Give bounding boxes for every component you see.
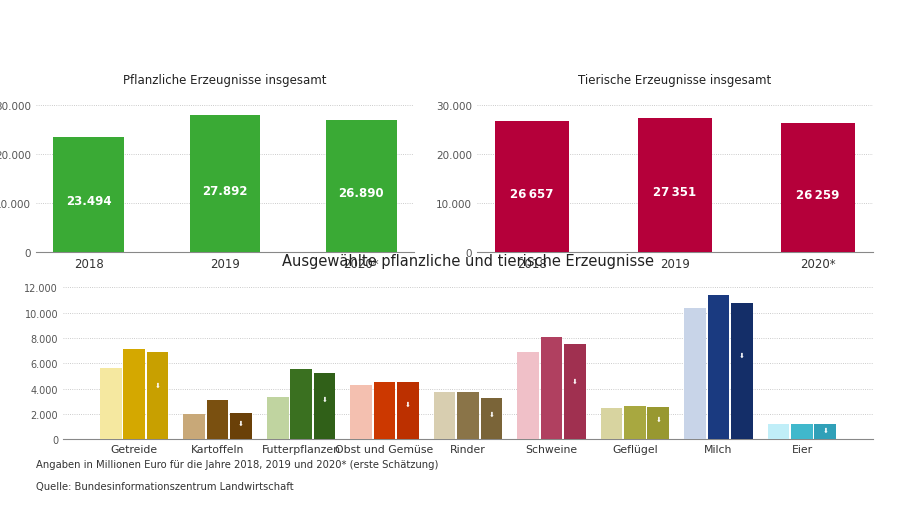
Bar — [230, 414, 252, 439]
Bar — [684, 308, 706, 439]
Bar — [600, 408, 623, 439]
Text: ⬇: ⬇ — [321, 395, 328, 401]
Bar — [495, 122, 570, 252]
Bar — [397, 383, 418, 439]
Bar — [541, 338, 562, 439]
Text: ⬇: ⬇ — [572, 378, 578, 384]
Text: ⬇: ⬇ — [405, 401, 410, 407]
Bar — [313, 374, 336, 439]
Bar — [791, 424, 813, 439]
Text: 27 351: 27 351 — [653, 186, 697, 198]
Title: Tierische Erzeugnisse insgesamt: Tierische Erzeugnisse insgesamt — [579, 74, 771, 87]
Bar — [326, 121, 397, 252]
Text: 26 657: 26 657 — [510, 187, 554, 200]
Bar — [53, 137, 124, 252]
Text: ⬇: ⬇ — [655, 417, 661, 422]
Bar — [100, 369, 122, 439]
Text: Angaben in Millionen Euro für die Jahre 2018, 2019 und 2020* (erste Schätzung): Angaben in Millionen Euro für die Jahre … — [36, 459, 438, 469]
Text: Landwirtschaftlicher Produktionswert 2020*: Landwirtschaftlicher Produktionswert 202… — [160, 26, 740, 52]
Bar — [266, 398, 289, 439]
Text: ⬇: ⬇ — [823, 427, 828, 433]
Bar — [707, 295, 729, 439]
Bar — [814, 424, 836, 439]
Bar — [647, 407, 670, 439]
Title: Pflanzliche Erzeugnisse insgesamt: Pflanzliche Erzeugnisse insgesamt — [123, 74, 327, 87]
Bar — [457, 393, 479, 439]
Bar — [374, 383, 395, 439]
Bar — [147, 352, 168, 439]
Bar — [638, 119, 712, 252]
Bar — [184, 414, 205, 439]
Bar — [564, 344, 586, 439]
Bar — [190, 116, 260, 253]
Bar — [481, 398, 502, 439]
Text: Quelle: Bundesinformationszentrum Landwirtschaft: Quelle: Bundesinformationszentrum Landwi… — [36, 481, 293, 491]
Bar — [434, 393, 455, 439]
Text: ⬇: ⬇ — [155, 382, 160, 388]
Bar — [207, 400, 229, 439]
Text: 26 259: 26 259 — [796, 188, 840, 201]
Text: ⬇: ⬇ — [739, 352, 745, 358]
Bar — [768, 424, 789, 439]
Text: 26.890: 26.890 — [338, 187, 384, 200]
Text: ⬇: ⬇ — [489, 411, 494, 417]
Text: 27.892: 27.892 — [202, 184, 248, 197]
Title: Ausgewählte pflanzliche und tierische Erzeugnisse: Ausgewählte pflanzliche und tierische Er… — [282, 254, 654, 269]
Bar — [731, 303, 752, 439]
Text: 23.494: 23.494 — [66, 194, 112, 207]
Bar — [123, 349, 145, 439]
Bar — [350, 385, 372, 439]
Bar — [780, 124, 855, 252]
Bar — [518, 352, 539, 439]
Text: ⬇: ⬇ — [238, 420, 244, 426]
Bar — [290, 369, 312, 439]
Bar — [624, 407, 646, 439]
